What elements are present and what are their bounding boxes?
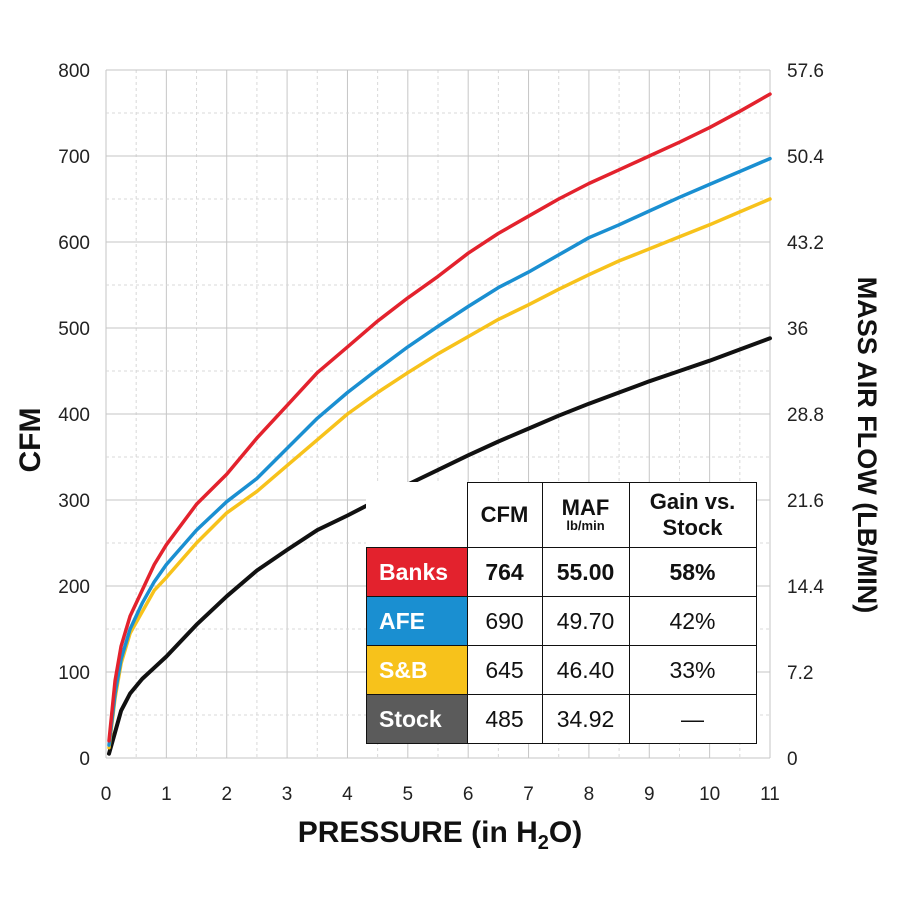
header-cfm-label: CFM [480,502,529,527]
y-tick-label: 0 [79,749,90,770]
y-tick-label: 300 [58,491,90,512]
x-axis-title-end: O) [549,816,582,849]
row-name-cell: S&B [366,645,468,695]
y2-tick-label: 28.8 [787,405,824,426]
y2-axis-title: MASS AIR FLOW (LB/MIN) [852,277,882,613]
y2-tick-label: 36 [787,319,808,340]
row-maf: 55.00 [541,547,630,597]
series-line-sb [107,197,772,750]
x-tick-label: 9 [644,784,655,805]
row-cfm: 645 [466,645,543,695]
table-header-row: CFM MAF lb/min Gain vs. Stock [366,482,757,548]
row-gain: 33% [628,645,757,695]
y-tick-label: 600 [58,233,90,254]
row-name: Banks [379,558,449,585]
row-name: AFE [379,607,425,634]
row-gain: — [628,694,757,744]
header-maf-unit: lb/min [566,518,605,533]
table-corner [366,482,468,548]
row-name-cell: Banks [366,547,468,597]
comparison-table: CFM MAF lb/min Gain vs. Stock Banks 764 5… [366,482,757,744]
x-axis-title: PRESSURE (in H2O) [298,816,582,854]
header-maf: MAF lb/min [541,482,630,548]
y-tick-label: 800 [58,61,90,82]
x-tick-label: 2 [221,784,232,805]
row-name: Stock [379,705,442,732]
row-gain: 42% [628,596,757,646]
x-axis-title-sub: 2 [538,832,549,854]
x-tick-label: 4 [342,784,353,805]
x-tick-label: 11 [760,784,780,805]
header-maf-label: MAF [561,495,610,520]
row-maf: 34.92 [541,694,630,744]
row-maf: 46.40 [541,645,630,695]
tick-labels: 0 1 2 3 4 5 6 7 8 9 10 11 0 100 200 300 400 500 600 700 800 0… [58,61,824,805]
x-tick-label: 1 [161,784,172,805]
header-gain-label: Gain vs. Stock [649,489,736,540]
row-name-cell: Stock [366,694,468,744]
row-cfm: 764 [466,547,543,597]
x-tick-label: 10 [699,784,720,805]
y2-tick-label: 57.6 [787,61,824,82]
y-tick-label: 400 [58,405,90,426]
row-maf: 49.70 [541,596,630,646]
table-row: Stock 485 34.92 — [366,694,757,744]
y2-tick-label: 21.6 [787,491,824,512]
y-tick-label: 500 [58,319,90,340]
table-row: S&B 645 46.40 33% [366,645,757,695]
series-line-afe [107,156,772,747]
row-name: S&B [379,656,428,683]
row-cfm: 485 [466,694,543,744]
y2-tick-label: 43.2 [787,233,824,254]
table-row: AFE 690 49.70 42% [366,596,757,646]
x-tick-label: 0 [101,784,112,805]
row-cfm: 690 [466,596,543,646]
header-gain: Gain vs. Stock [628,482,757,548]
y2-tick-label: 0 [787,749,798,770]
x-tick-label: 5 [403,784,414,805]
x-tick-label: 6 [463,784,474,805]
header-cfm: CFM [466,482,543,548]
x-tick-label: 8 [584,784,595,805]
x-tick-label: 7 [523,784,534,805]
x-axis-title-main: PRESSURE (in H [298,816,538,849]
row-gain: 58% [628,547,757,597]
table-row: Banks 764 55.00 58% [366,547,757,597]
y2-tick-label: 50.4 [787,147,824,168]
series-line-banks [107,92,772,743]
y-axis-title: CFM [14,408,47,473]
row-name-cell: AFE [366,596,468,646]
y-tick-label: 100 [58,663,90,684]
y-tick-label: 200 [58,577,90,598]
y2-tick-label: 7.2 [787,663,813,684]
x-tick-label: 3 [282,784,293,805]
y2-tick-label: 14.4 [787,577,824,598]
y-tick-label: 700 [58,147,90,168]
